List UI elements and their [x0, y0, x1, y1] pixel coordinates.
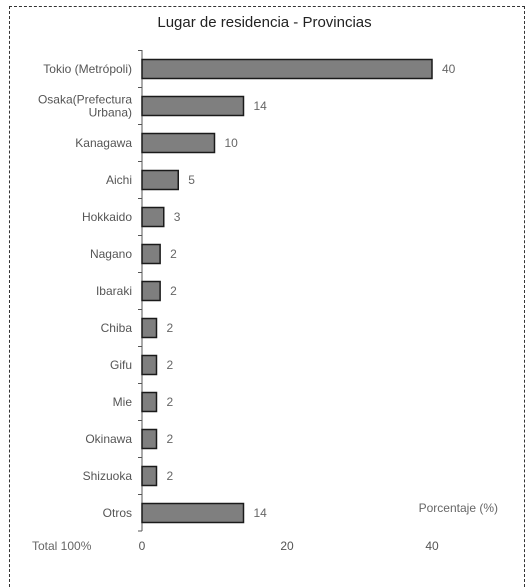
category-label: Nagano: [90, 247, 132, 261]
bar-value-label: 14: [254, 99, 268, 113]
total-footnote: Total 100%: [32, 539, 92, 553]
bar-value-label: 2: [167, 432, 174, 446]
bar-value-label: 2: [167, 469, 174, 483]
category-label: Urbana): [89, 106, 132, 120]
bar-value-label: 5: [188, 173, 195, 187]
category-label: Aichi: [106, 173, 132, 187]
category-label: Ibaraki: [96, 284, 132, 298]
bar: [141, 354, 158, 376]
bar: [141, 465, 158, 487]
bar: [141, 206, 165, 228]
chart-frame: [9, 6, 525, 587]
category-label: Tokio (Metrópoli): [43, 62, 132, 76]
bar-chart: 40 Tokio (Metrópoli) 14 Osaka(PrefecturaUrb…: [32, 50, 498, 553]
bar-value-label: 2: [167, 395, 174, 409]
category-label: Mie: [113, 395, 133, 409]
x-tick-label: 40: [425, 539, 439, 553]
bar-value-label: 14: [254, 506, 268, 520]
bar-value-label: 2: [167, 321, 174, 335]
x-axis-label: Porcentaje (%): [419, 501, 498, 515]
chart-title: Lugar de residencia - Provincias: [157, 14, 372, 31]
category-label: Otros: [103, 506, 132, 520]
bar: [141, 58, 433, 80]
bar: [141, 502, 245, 524]
bar: [141, 132, 216, 154]
category-label: Kanagawa: [75, 136, 132, 150]
category-label: Gifu: [110, 358, 132, 372]
bar-value-label: 2: [167, 358, 174, 372]
bar: [141, 280, 161, 302]
category-label: Osaka(Prefectura: [38, 93, 132, 107]
bar: [141, 428, 158, 450]
bar-value-label: 2: [170, 284, 177, 298]
x-tick-label: 20: [280, 539, 294, 553]
bar: [141, 243, 161, 265]
category-label: Chiba: [101, 321, 133, 335]
category-label: Shizuoka: [83, 469, 133, 483]
bar: [141, 169, 179, 191]
bar-value-label: 10: [225, 136, 239, 150]
bar: [141, 391, 158, 413]
bar: [141, 317, 158, 339]
bar-value-label: 2: [170, 247, 177, 261]
x-tick-label: 0: [139, 539, 146, 553]
category-label: Hokkaido: [82, 210, 132, 224]
bar: [141, 95, 245, 117]
category-label: Okinawa: [85, 432, 132, 446]
bar-value-label: 40: [442, 62, 456, 76]
bar-value-label: 3: [174, 210, 181, 224]
